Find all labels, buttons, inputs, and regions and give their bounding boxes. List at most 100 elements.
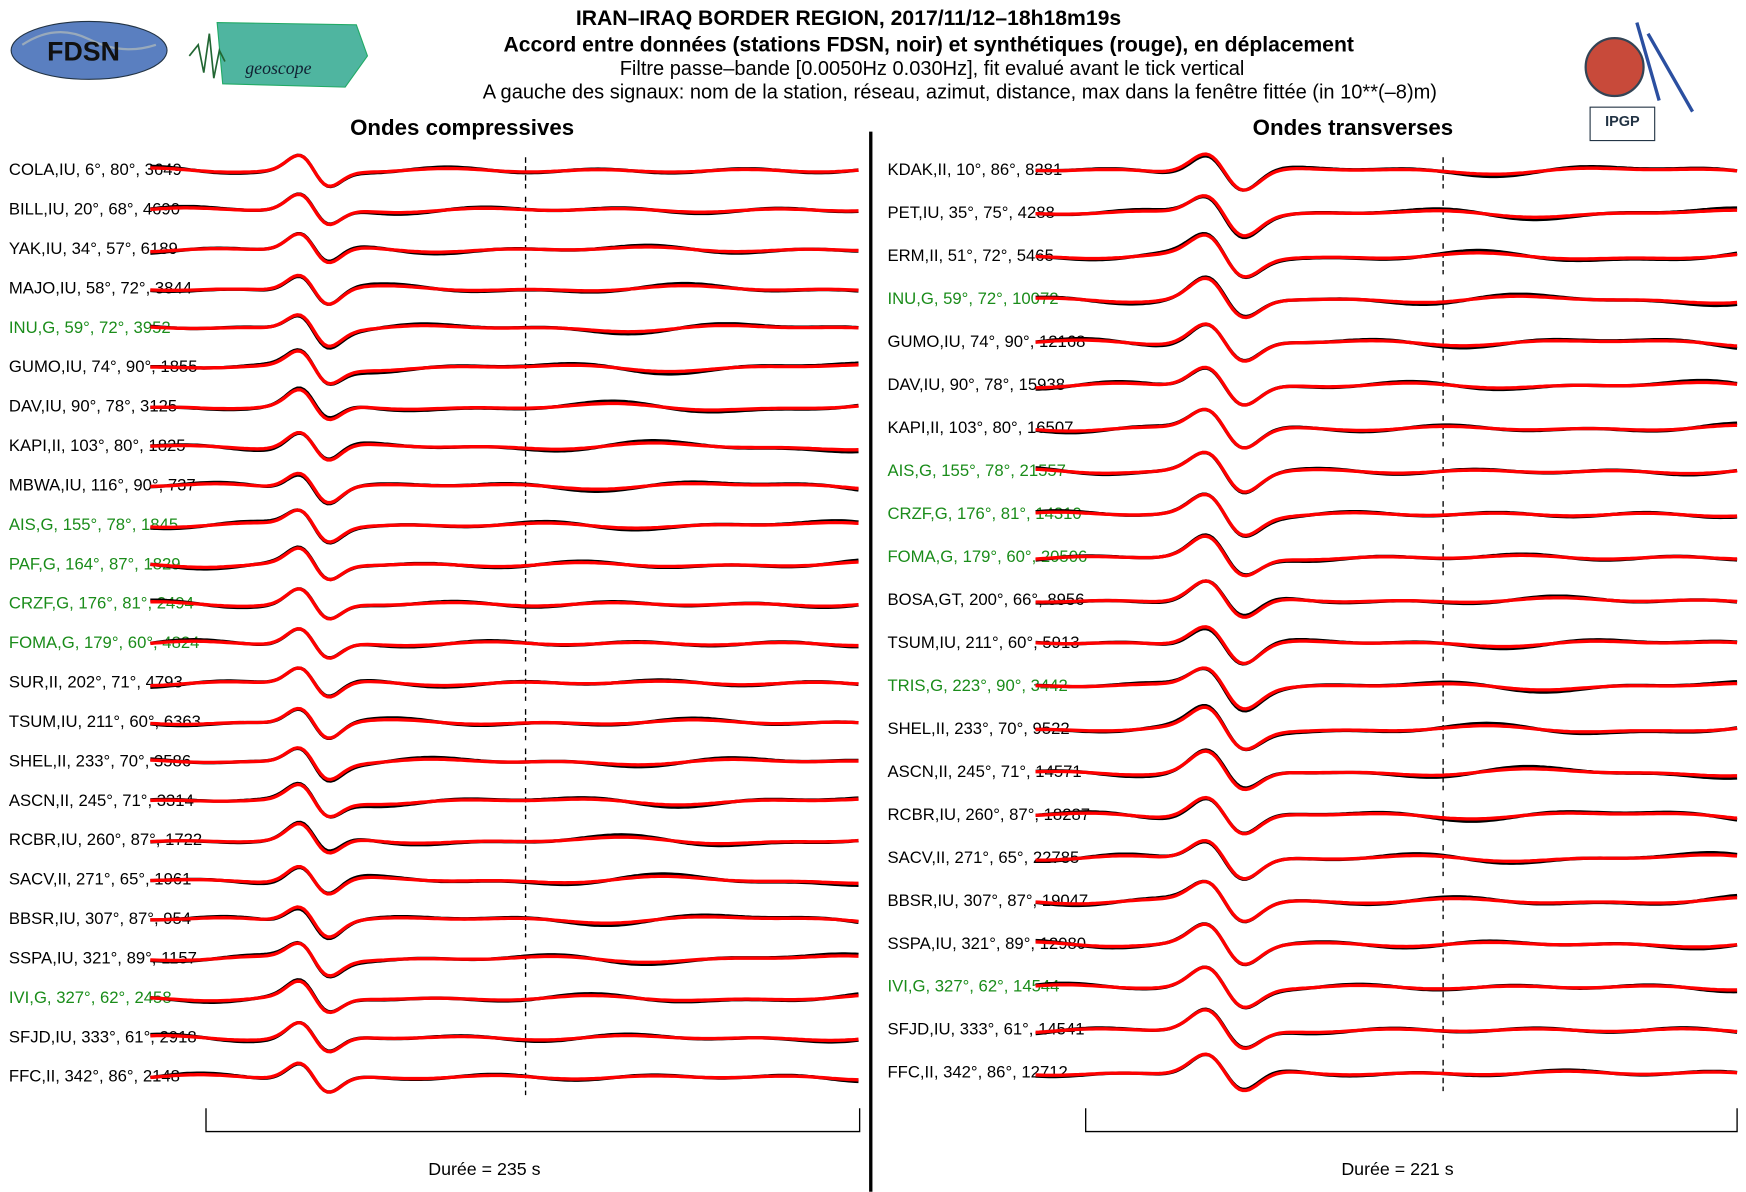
data-trace: [150, 820, 859, 853]
station-label: SSPA,IU, 321°, 89°, 12980: [887, 934, 1086, 953]
station-label: TSUM,IU, 211°, 60°, 5913: [887, 633, 1079, 652]
synthetic-trace: [150, 430, 859, 462]
synthetic-trace: [150, 666, 859, 699]
synthetic-trace: [150, 941, 859, 978]
station-label: BBSR,IU, 307°, 87°, 19047: [887, 891, 1088, 910]
station-label: BBSR,IU, 307°, 87°, 954: [9, 909, 191, 928]
synthetic-trace: [150, 349, 859, 386]
station-label: TSUM,IU, 211°, 60°, 6363: [9, 712, 201, 731]
data-trace: [1035, 666, 1738, 713]
synthetic-trace: [1035, 233, 1738, 279]
data-trace: [150, 906, 859, 941]
subtitle: Accord entre données (stations FDSN, noi…: [503, 33, 1353, 56]
synthetic-trace: [150, 627, 859, 660]
panels: Ondes compressives COLA,IU, 6°, 80°, 3649…: [9, 115, 1738, 1179]
synthetic-trace: [150, 388, 859, 422]
synthetic-trace: [150, 471, 859, 505]
fdsn-logo: FDSN: [10, 20, 168, 80]
synthetic-trace: [1035, 666, 1738, 711]
station-label: PAF,G, 164°, 87°, 1829: [9, 554, 181, 573]
station-label: AIS,G, 155°, 78°, 21557: [887, 461, 1066, 480]
synthetic-trace: [1035, 625, 1738, 666]
geoscope-text: geoscope: [245, 58, 311, 78]
station-label: BOSA,GT, 200°, 66°, 8956: [887, 590, 1084, 609]
data-trace: [1035, 626, 1738, 666]
station-label: FOMA,G, 179°, 60°, 4824: [9, 633, 200, 652]
synthetic-trace: [150, 782, 859, 819]
station-label: SUR,II, 202°, 71°, 4793: [9, 673, 183, 692]
station-label: DAV,IU, 90°, 78°, 3125: [9, 397, 177, 416]
synthetic-trace: [1035, 322, 1738, 363]
synthetic-trace: [1035, 705, 1738, 752]
synthetic-trace: [1035, 838, 1738, 881]
station-label: COLA,IU, 6°, 80°, 3649: [9, 160, 182, 179]
synthetic-trace: [150, 706, 859, 740]
station-label: SHEL,II, 233°, 70°, 3586: [9, 751, 191, 770]
data-trace: [1035, 533, 1738, 577]
station-label: KAPI,II, 103°, 80°, 1825: [9, 436, 186, 455]
synthetic-trace: [150, 153, 859, 188]
synthetic-trace: [150, 1021, 859, 1054]
synthetic-trace: [1035, 879, 1738, 923]
data-trace: [150, 231, 859, 263]
station-label: RCBR,IU, 260°, 87°, 1722: [9, 830, 202, 849]
synthetic-trace: [1035, 534, 1738, 578]
station-label: ASCN,II, 245°, 71°, 14571: [887, 762, 1081, 781]
duration-label: Durée = 221 s: [1341, 1159, 1453, 1179]
station-label: ASCN,II, 245°, 71°, 3314: [9, 791, 194, 810]
station-label: SSPA,IU, 321°, 89°, 1157: [9, 948, 197, 967]
data-trace: [150, 314, 859, 350]
synthetic-trace: [150, 905, 859, 939]
ipgp-text: IPGP: [1605, 114, 1640, 130]
duration-bracket: [205, 1108, 861, 1133]
synthetic-trace: [1035, 965, 1738, 1010]
station-label: MAJO,IU, 58°, 72°, 3844: [9, 278, 192, 297]
station-label: IVI,G, 327°, 62°, 14544: [887, 977, 1059, 996]
filter-note: Filtre passe–bande [0.0050Hz 0.030Hz], f…: [620, 58, 1245, 80]
station-label: SACV,II, 271°, 65°, 22785: [887, 848, 1079, 867]
duration-bracket: [1085, 1108, 1738, 1133]
synthetic-trace: [150, 822, 859, 855]
duration-label: Durée = 235 s: [428, 1159, 540, 1179]
station-label: GUMO,IU, 74°, 90°, 12168: [887, 332, 1085, 351]
station-label: FFC,II, 342°, 86°, 2148: [9, 1067, 180, 1086]
station-label: CRZF,G, 176°, 81°, 14310: [887, 504, 1081, 523]
fdsn-text: FDSN: [47, 36, 120, 66]
synthetic-trace: [150, 979, 859, 1015]
data-trace: [150, 746, 859, 783]
synthetic-trace: [150, 232, 859, 265]
station-label: GUMO,IU, 74°, 90°, 1855: [9, 357, 198, 376]
station-label: SFJD,IU, 333°, 61°, 2918: [9, 1027, 197, 1046]
synthetic-trace: [1035, 749, 1738, 792]
synthetic-trace: [1035, 407, 1738, 450]
station-label: KDAK,II, 10°, 86°, 8281: [887, 160, 1062, 179]
synthetic-trace: [1035, 365, 1738, 407]
synthetic-trace: [1035, 795, 1738, 836]
data-trace: [150, 473, 859, 506]
station-label: IVI,G, 327°, 62°, 2458: [9, 988, 172, 1007]
synthetic-trace: [150, 313, 859, 348]
synthetic-trace: [150, 746, 859, 782]
synthetic-trace: [1035, 1052, 1738, 1093]
synthetic-trace: [150, 1061, 859, 1094]
station-label: MBWA,IU, 116°, 90°, 737: [9, 475, 196, 494]
title: IRAN–IRAQ BORDER REGION, 2017/11/12–18h1…: [576, 7, 1121, 30]
synthetic-trace: [1035, 922, 1738, 966]
data-trace: [1035, 840, 1738, 881]
panel-title: Ondes compressives: [350, 115, 574, 140]
data-trace: [150, 978, 859, 1014]
synthetic-trace: [1035, 579, 1738, 619]
synthetic-trace: [1035, 450, 1738, 494]
synthetic-trace: [1035, 492, 1738, 538]
legend-note: A gauche des signaux: nom de la station,…: [483, 81, 1437, 103]
synthetic-trace: [150, 587, 859, 621]
station-label: CRZF,G, 176°, 81°, 2494: [9, 594, 194, 613]
data-trace: [150, 386, 859, 420]
station-label: KAPI,II, 103°, 80°, 16507: [887, 418, 1073, 437]
data-trace: [1035, 275, 1738, 319]
station-label: INU,G, 59°, 72°, 10072: [887, 289, 1058, 308]
station-label: ERM,II, 51°, 72°, 5465: [887, 246, 1053, 265]
synthetic-trace: [150, 273, 859, 306]
synthetic-trace: [1035, 194, 1738, 238]
